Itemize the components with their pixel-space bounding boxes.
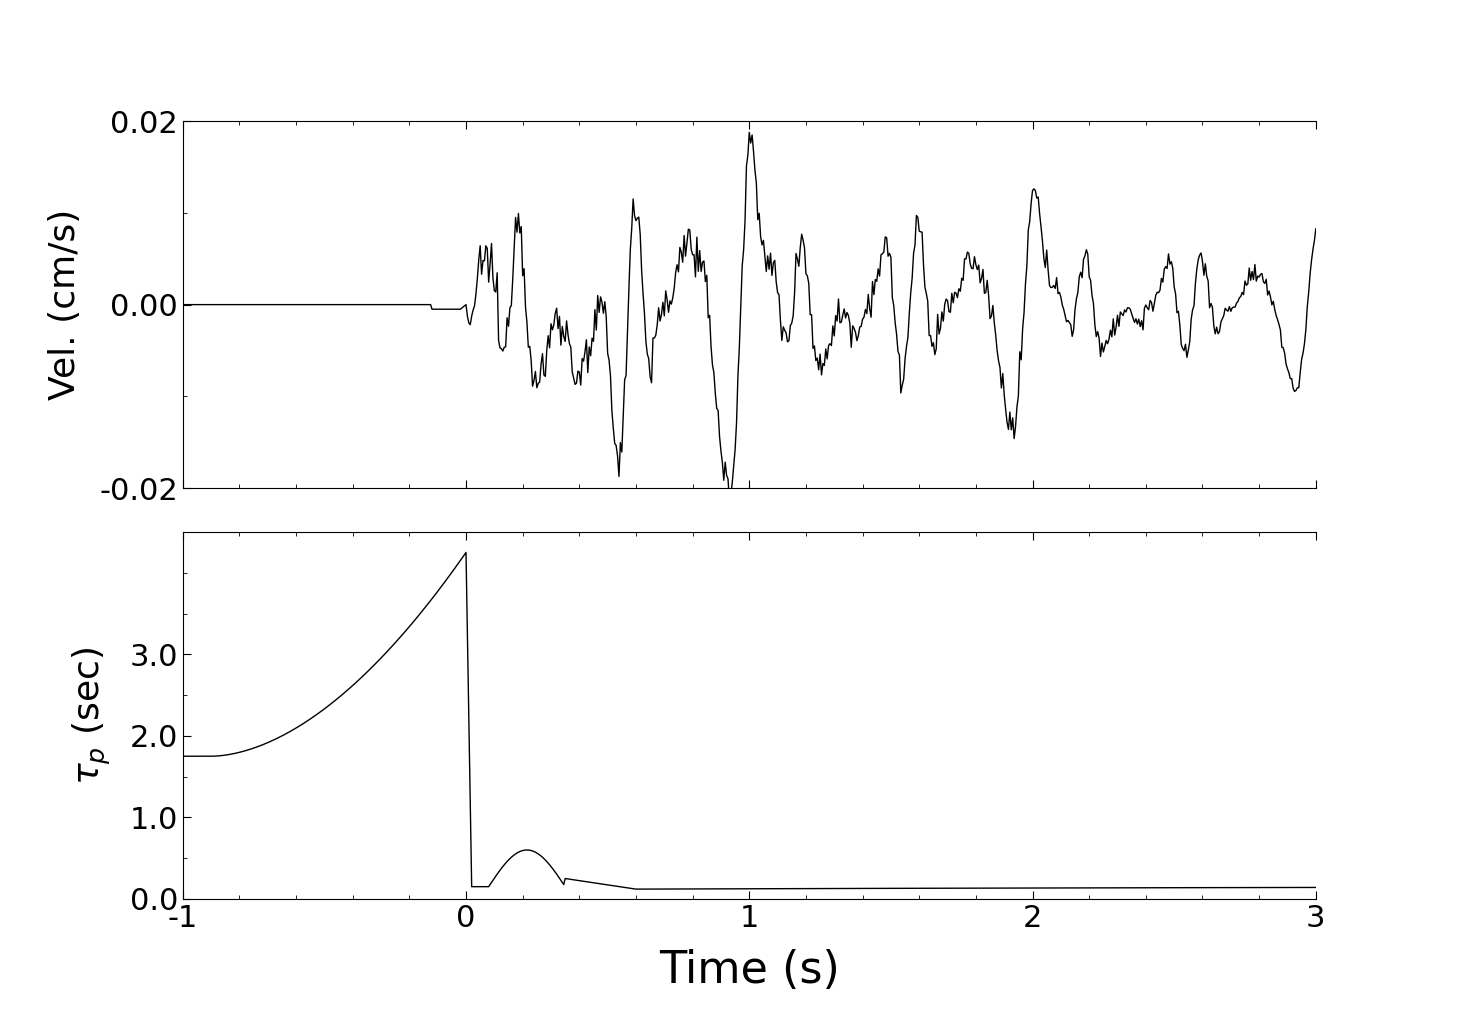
Y-axis label: $\tau_p$ (sec): $\tau_p$ (sec) [70,646,113,785]
Y-axis label: Vel. (cm/s): Vel. (cm/s) [48,209,82,400]
X-axis label: Time (s): Time (s) [659,949,839,993]
